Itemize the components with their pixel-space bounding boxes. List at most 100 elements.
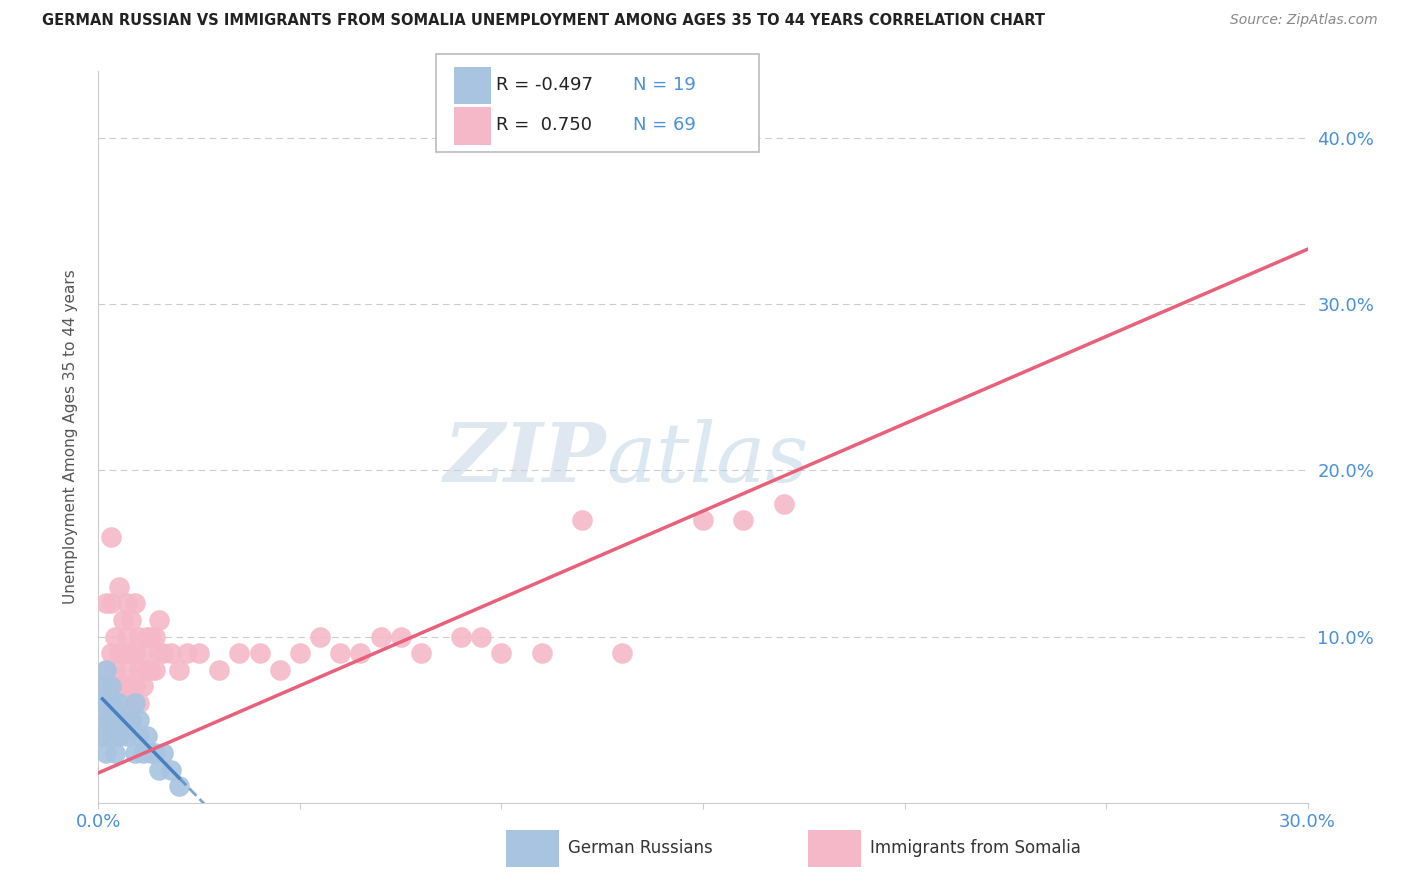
Point bbox=[135, 663, 157, 677]
Point bbox=[100, 680, 122, 694]
Point bbox=[124, 680, 146, 694]
Point bbox=[135, 630, 157, 644]
Point bbox=[115, 663, 138, 677]
Text: N = 69: N = 69 bbox=[633, 116, 696, 134]
Point bbox=[409, 646, 432, 660]
FancyBboxPatch shape bbox=[506, 830, 560, 867]
Point bbox=[111, 613, 134, 627]
Point bbox=[103, 663, 125, 677]
Text: atlas: atlas bbox=[606, 419, 808, 499]
Point bbox=[530, 646, 553, 660]
Point bbox=[96, 663, 118, 677]
Point bbox=[115, 596, 138, 610]
Point bbox=[148, 613, 170, 627]
Point bbox=[103, 713, 125, 727]
Point bbox=[120, 680, 142, 694]
Point bbox=[329, 646, 352, 660]
Point bbox=[160, 646, 183, 660]
Point bbox=[148, 763, 170, 777]
Point bbox=[132, 746, 155, 760]
Point bbox=[124, 746, 146, 760]
Point bbox=[107, 580, 129, 594]
Point bbox=[100, 530, 122, 544]
Text: ZIP: ZIP bbox=[444, 419, 606, 499]
Point bbox=[107, 646, 129, 660]
Point bbox=[128, 663, 150, 677]
Text: N = 19: N = 19 bbox=[633, 76, 696, 94]
Point bbox=[733, 513, 755, 527]
Point bbox=[100, 696, 122, 710]
Point bbox=[115, 696, 138, 710]
Point bbox=[143, 663, 166, 677]
Point bbox=[111, 713, 134, 727]
Point bbox=[100, 729, 122, 743]
Point bbox=[91, 696, 114, 710]
Point bbox=[160, 763, 183, 777]
Point bbox=[96, 746, 118, 760]
Point bbox=[309, 630, 332, 644]
Point bbox=[100, 646, 122, 660]
Point bbox=[132, 646, 155, 660]
Point bbox=[96, 696, 118, 710]
Point bbox=[139, 663, 162, 677]
Point bbox=[139, 746, 162, 760]
Point bbox=[288, 646, 311, 660]
Point bbox=[120, 713, 142, 727]
Point bbox=[692, 513, 714, 527]
Point bbox=[91, 729, 114, 743]
Point bbox=[167, 663, 190, 677]
Point bbox=[96, 596, 118, 610]
Point bbox=[269, 663, 291, 677]
Text: R =  0.750: R = 0.750 bbox=[496, 116, 592, 134]
Point bbox=[208, 663, 231, 677]
Point bbox=[135, 729, 157, 743]
Point bbox=[571, 513, 593, 527]
Point bbox=[152, 646, 174, 660]
Point bbox=[91, 680, 114, 694]
Point bbox=[91, 729, 114, 743]
Point bbox=[128, 729, 150, 743]
Point bbox=[91, 680, 114, 694]
Point bbox=[132, 680, 155, 694]
Point bbox=[152, 746, 174, 760]
Point bbox=[188, 646, 211, 660]
Point bbox=[128, 630, 150, 644]
Point bbox=[167, 779, 190, 793]
Point bbox=[107, 680, 129, 694]
Point bbox=[128, 696, 150, 710]
Point bbox=[111, 713, 134, 727]
Point bbox=[120, 646, 142, 660]
Point bbox=[103, 630, 125, 644]
Point bbox=[100, 596, 122, 610]
Point bbox=[349, 646, 371, 660]
Text: Immigrants from Somalia: Immigrants from Somalia bbox=[870, 839, 1081, 857]
Point bbox=[772, 497, 794, 511]
Text: German Russians: German Russians bbox=[568, 839, 713, 857]
Point bbox=[148, 646, 170, 660]
Point bbox=[115, 630, 138, 644]
Point bbox=[115, 729, 138, 743]
Point bbox=[143, 746, 166, 760]
Point bbox=[111, 646, 134, 660]
Point bbox=[139, 630, 162, 644]
Point bbox=[96, 663, 118, 677]
Point bbox=[107, 729, 129, 743]
Point bbox=[249, 646, 271, 660]
Point bbox=[100, 713, 122, 727]
Y-axis label: Unemployment Among Ages 35 to 44 years: Unemployment Among Ages 35 to 44 years bbox=[63, 269, 77, 605]
Text: Source: ZipAtlas.com: Source: ZipAtlas.com bbox=[1230, 13, 1378, 28]
Point bbox=[107, 729, 129, 743]
Point bbox=[470, 630, 492, 644]
Point bbox=[176, 646, 198, 660]
Point bbox=[100, 696, 122, 710]
Text: R = -0.497: R = -0.497 bbox=[496, 76, 593, 94]
Point bbox=[612, 646, 634, 660]
Point bbox=[96, 713, 118, 727]
Point bbox=[124, 596, 146, 610]
Point bbox=[128, 713, 150, 727]
Point bbox=[370, 630, 392, 644]
FancyBboxPatch shape bbox=[808, 830, 862, 867]
Point bbox=[124, 646, 146, 660]
Point bbox=[491, 646, 513, 660]
Point bbox=[389, 630, 412, 644]
